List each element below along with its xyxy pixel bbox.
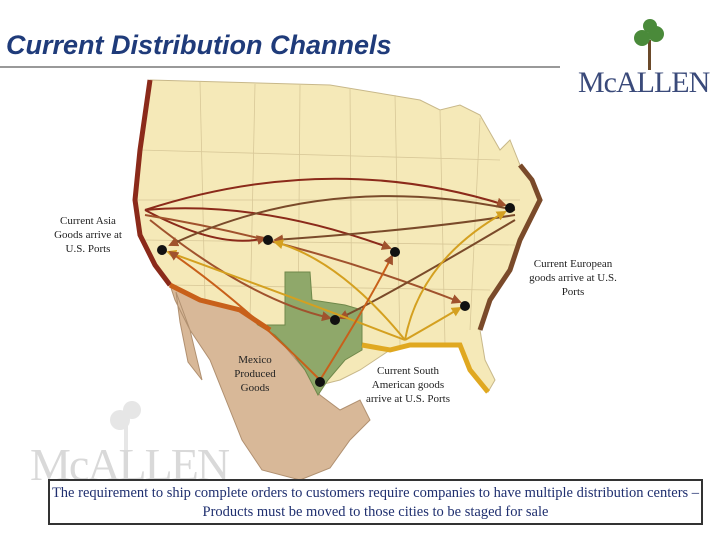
europe-label: Current European goods arrive at U.S. Po… <box>529 258 617 298</box>
east-coast <box>477 163 543 331</box>
south-america-label: Current South American goods arrive at U… <box>366 365 451 405</box>
watermark-tree <box>110 401 141 460</box>
footer-note: The requirement to ship complete orders … <box>48 479 703 525</box>
mexico <box>169 284 371 481</box>
logo-tree <box>634 19 664 70</box>
cities <box>157 203 515 387</box>
title: Current Distribution Channels <box>6 30 392 60</box>
flows <box>144 177 516 381</box>
logo: McALLEN <box>578 66 710 99</box>
gulf-coast <box>361 342 490 394</box>
west-coast <box>132 79 172 287</box>
asia-label: Current Asia Goods arrive at U.S. Ports <box>54 215 122 255</box>
mexico-label: Mexico Produced Goods <box>234 354 276 394</box>
